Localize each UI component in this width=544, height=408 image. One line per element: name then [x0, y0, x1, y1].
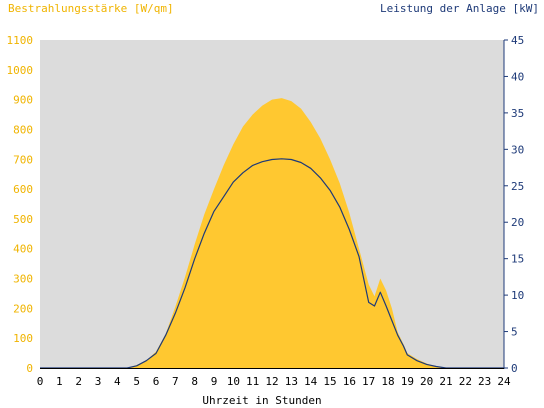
- x-tick-label: 2: [75, 375, 82, 388]
- right-tick-label: 40: [511, 70, 524, 83]
- x-tick-label: 22: [459, 375, 472, 388]
- x-tick-label: 9: [211, 375, 218, 388]
- right-axis-title: Leistung der Anlage [kW]: [380, 2, 539, 15]
- x-tick-label: 0: [37, 375, 44, 388]
- right-tick-label: 20: [511, 216, 524, 229]
- irradiance-area: [40, 98, 504, 368]
- right-tick-label: 10: [511, 289, 524, 302]
- left-tick-label: 200: [13, 302, 33, 315]
- left-tick-label: 900: [13, 94, 33, 107]
- x-tick-label: 24: [497, 375, 511, 388]
- left-tick-label: 600: [13, 183, 33, 196]
- right-tick-label: 0: [511, 362, 518, 375]
- left-tick-label: 700: [13, 153, 33, 166]
- power-line: [40, 158, 504, 369]
- left-axis: 0 100 200 300 400 500 600 700 800 900 1000 1100: [7, 34, 34, 375]
- x-tick-label: 14: [304, 375, 318, 388]
- x-axis-title: Uhrzeit in Stunden: [202, 394, 321, 407]
- x-tick-label: 11: [246, 375, 259, 388]
- x-tick-label: 15: [323, 375, 336, 388]
- right-tick-label: 5: [511, 326, 518, 339]
- right-tick-label: 30: [511, 143, 524, 156]
- x-tick-label: 12: [265, 375, 278, 388]
- x-tick-label: 1: [56, 375, 63, 388]
- x-tick-label: 5: [133, 375, 140, 388]
- x-tick-label: 4: [114, 375, 121, 388]
- x-tick-label: 20: [420, 375, 433, 388]
- x-tick-label: 6: [153, 375, 160, 388]
- left-tick-label: 1000: [7, 64, 34, 77]
- x-tick-label: 13: [285, 375, 298, 388]
- right-tick-label: 35: [511, 107, 524, 120]
- right-tick-label: 45: [511, 34, 524, 47]
- left-tick-label: 300: [13, 273, 33, 286]
- series-layer: [40, 98, 504, 369]
- right-tick-label: 25: [511, 180, 524, 193]
- left-tick-label: 100: [13, 332, 33, 345]
- x-tick-label: 16: [343, 375, 356, 388]
- left-tick-label: 0: [26, 362, 33, 375]
- x-tick-label: 7: [172, 375, 179, 388]
- x-tick-label: 17: [362, 375, 375, 388]
- left-tick-label: 500: [13, 213, 33, 226]
- x-tick-label: 19: [401, 375, 414, 388]
- left-tick-label: 400: [13, 243, 33, 256]
- x-tick-label: 18: [381, 375, 394, 388]
- x-tick-label: 23: [478, 375, 491, 388]
- right-axis: 0 5 10 15 20 25 30 35 40 45: [504, 34, 524, 375]
- left-tick-label: 1100: [7, 34, 34, 47]
- x-tick-label: 8: [191, 375, 198, 388]
- x-axis: 0 1 2 3 4 5 6 7 8 9 10 11 12 13 14 15 16 17 18 19 20 21 22 23 24: [37, 375, 511, 388]
- x-tick-label: 21: [439, 375, 452, 388]
- left-axis-title: Bestrahlungsstärke [W/qm]: [8, 2, 174, 15]
- x-tick-label: 10: [227, 375, 240, 388]
- x-tick-label: 3: [95, 375, 102, 388]
- left-tick-label: 800: [13, 123, 33, 136]
- right-tick-label: 15: [511, 253, 524, 266]
